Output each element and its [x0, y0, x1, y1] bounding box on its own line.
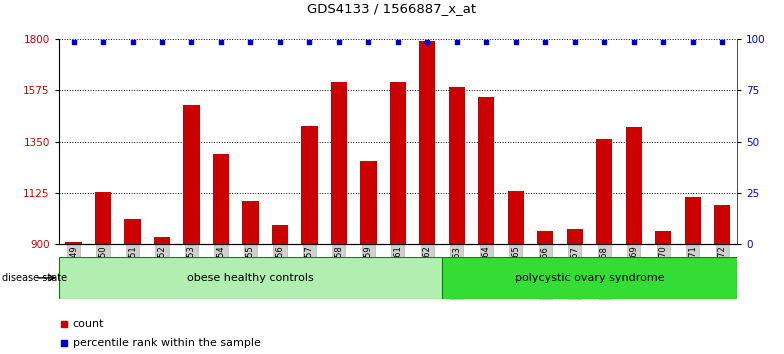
Point [332, 40, 345, 45]
Bar [442, 257, 737, 299]
Point [96, 40, 109, 45]
Bar [448, 87, 465, 244]
Point [627, 40, 640, 45]
Text: count: count [72, 319, 104, 329]
Point [185, 40, 198, 45]
Bar [714, 205, 731, 244]
Bar [508, 191, 524, 244]
Point [362, 40, 375, 45]
Bar [65, 242, 82, 244]
Bar [390, 82, 406, 244]
Bar [95, 192, 111, 244]
Point [274, 40, 286, 45]
Bar [183, 105, 200, 244]
Point [480, 40, 492, 45]
Bar [301, 126, 318, 244]
Text: GDS4133 / 1566887_x_at: GDS4133 / 1566887_x_at [307, 2, 477, 15]
Point [421, 40, 434, 45]
Text: percentile rank within the sample: percentile rank within the sample [72, 338, 260, 348]
Bar [213, 154, 229, 244]
Bar [272, 225, 288, 244]
Point [451, 40, 463, 45]
Text: disease state: disease state [2, 273, 67, 283]
Point [67, 40, 80, 45]
Bar [537, 230, 554, 244]
Bar [478, 97, 495, 244]
Text: polycystic ovary syndrome: polycystic ovary syndrome [515, 273, 664, 283]
Bar [125, 219, 140, 244]
Bar [242, 201, 259, 244]
Point [391, 40, 405, 45]
Bar [154, 238, 170, 244]
Point [657, 40, 670, 45]
Point [687, 40, 699, 45]
Bar [419, 41, 435, 244]
Bar [361, 161, 376, 244]
Point [215, 40, 227, 45]
Point [126, 40, 139, 45]
Point [539, 40, 552, 45]
Bar [655, 230, 671, 244]
Point [716, 40, 728, 45]
Point [244, 40, 256, 45]
Text: obese healthy controls: obese healthy controls [187, 273, 314, 283]
Point [598, 40, 611, 45]
Point [156, 40, 169, 45]
Bar [59, 257, 442, 299]
Point [303, 40, 316, 45]
Bar [626, 127, 642, 244]
Point [292, 88, 304, 94]
Bar [596, 139, 612, 244]
Point [292, 266, 304, 271]
Bar [331, 82, 347, 244]
Point [510, 40, 522, 45]
Bar [684, 198, 701, 244]
Point [568, 40, 581, 45]
Bar [567, 229, 583, 244]
